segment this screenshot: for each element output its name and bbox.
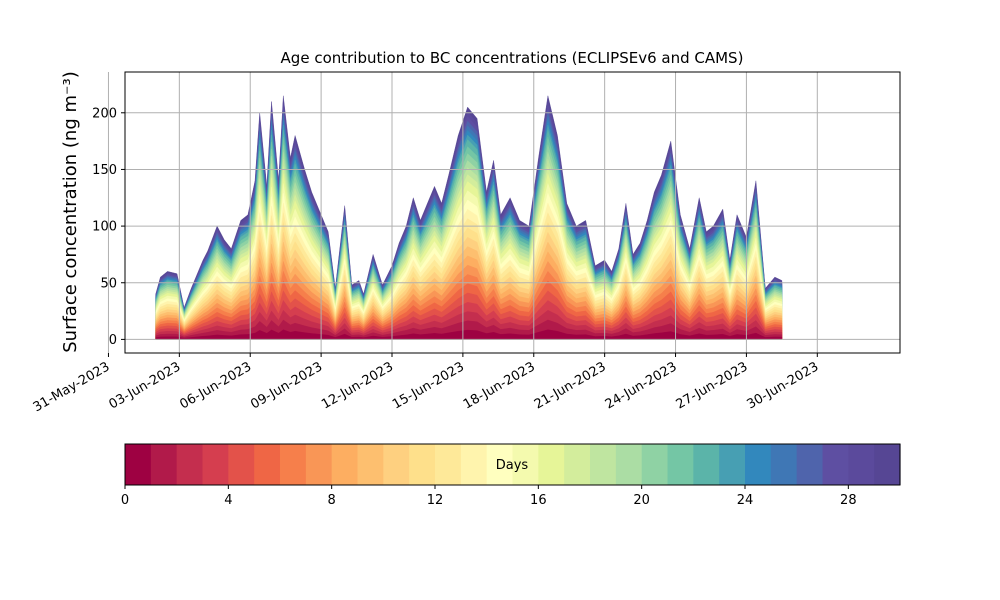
- colorbar-swatch-17: [564, 444, 591, 485]
- colorbar-swatch-25: [770, 444, 798, 485]
- colorbar-swatch-12: [435, 444, 462, 485]
- colorbar-tick-label: 4: [224, 493, 232, 508]
- y-axis-label: Surface concentration (ng m⁻³): [60, 71, 81, 353]
- colorbar-swatch-10: [383, 444, 410, 485]
- y-axis: 0 50 100 150 200: [92, 106, 125, 348]
- plot-frame: [124, 71, 901, 354]
- colorbar-swatch-19: [615, 444, 643, 485]
- colorbar-swatch-23: [719, 444, 746, 485]
- colorbar-swatch-24: [745, 444, 772, 485]
- colorbar-swatch-4: [228, 444, 255, 485]
- colorbar-swatch-5: [254, 444, 281, 485]
- y-tick-label: 50: [100, 276, 117, 291]
- colorbar-swatch-15: [512, 444, 539, 485]
- colorbar-swatch-7: [305, 444, 333, 485]
- colorbar-swatch-11: [409, 444, 436, 485]
- colorbar-swatch-29: [874, 444, 901, 485]
- colorbar-tick-label: 0: [121, 493, 129, 508]
- colorbar-swatch-21: [667, 444, 694, 485]
- colorbar-swatch-13: [460, 444, 488, 485]
- colorbar-frame: [124, 443, 901, 486]
- colorbar-swatch-27: [822, 444, 849, 485]
- colorbar-swatch-9: [357, 444, 384, 485]
- colorbar-label: Days: [496, 458, 529, 473]
- colorbar-swatch-0: [125, 444, 152, 485]
- colorbar-swatch-8: [331, 444, 359, 485]
- colorbar-swatch-16: [538, 444, 565, 485]
- y-tick-label: 200: [92, 106, 117, 121]
- colorbar-tick-label: 8: [328, 493, 336, 508]
- colorbar-swatch-1: [150, 444, 178, 485]
- y-tick-label: 150: [92, 163, 117, 178]
- colorbar-swatch-2: [176, 444, 204, 485]
- colorbar-swatch-26: [796, 444, 824, 485]
- chart-title: Age contribution to BC concentrations (E…: [281, 49, 744, 67]
- gridlines: [107, 72, 900, 353]
- age-band-day-1: [155, 329, 783, 340]
- colorbar-swatch-22: [693, 444, 720, 485]
- colorbar-tick-label: 28: [840, 493, 857, 508]
- y-tick-label: 0: [109, 333, 117, 348]
- colorbar-swatch-6: [280, 444, 307, 485]
- colorbar-tick-label: 24: [737, 493, 754, 508]
- plot-area: [155, 95, 783, 340]
- colorbar-tick-label: 12: [427, 493, 444, 508]
- y-tick-label: 100: [92, 220, 117, 235]
- colorbar-swatch-18: [590, 444, 617, 485]
- colorbar-tick-label: 20: [633, 493, 650, 508]
- colorbar-swatch-20: [641, 444, 669, 485]
- colorbar-swatch-28: [848, 444, 875, 485]
- colorbar: 0 4 8 12 16 20 24 28: [121, 443, 901, 508]
- colorbar-swatch-3: [202, 444, 229, 485]
- colorbar-swatch-14: [486, 444, 514, 485]
- colorbar-tick-label: 16: [530, 493, 547, 508]
